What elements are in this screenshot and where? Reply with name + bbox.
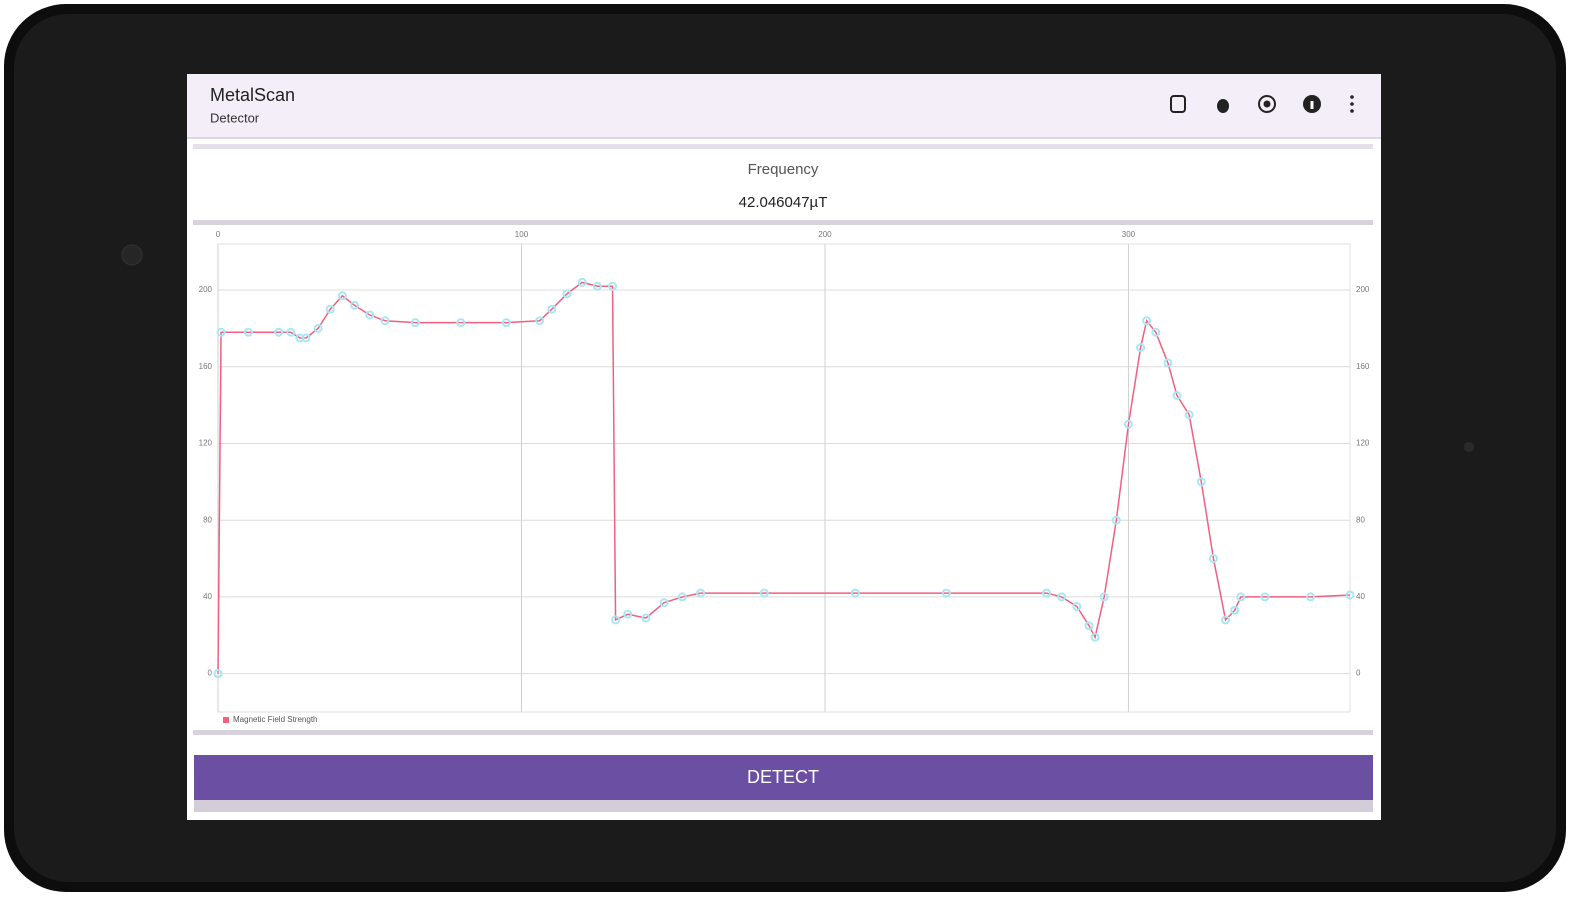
data-point [850,588,860,598]
data-point [677,592,687,602]
data-point [1072,602,1082,612]
data-point [350,300,360,310]
y-tick-label: 120 [199,439,213,448]
series-line [217,281,1351,674]
data-point [1099,592,1109,602]
y2-tick-label: 200 [1356,285,1370,294]
card-edge [193,144,1373,149]
data-point [696,588,706,598]
data-point [592,281,602,291]
data-point [535,316,545,326]
vibrate-icon[interactable] [1170,95,1186,113]
y2-tick-label: 0 [1356,669,1361,678]
app-title: MetalScan [210,85,295,105]
data-point [611,615,621,625]
y2-tick-label: 160 [1356,362,1370,371]
detect-label[interactable]: DETECT [747,767,819,787]
data-point [1057,592,1067,602]
data-point [659,598,669,608]
data-point [213,669,223,679]
data-point [1306,592,1316,602]
data-point [1260,592,1270,602]
info-bar [1310,101,1314,109]
button-shadow [194,800,1373,812]
data-point [274,327,284,337]
chart: 0 0 40 40 80 80 120 120 160 160 200 200 0 100 200 300 Ma… [199,230,1370,724]
data-point [1042,588,1052,598]
y-tick-label: 40 [203,592,212,601]
data-point [1196,477,1206,487]
data-point [501,318,511,328]
data-point [1090,632,1100,642]
data-point [1236,592,1246,602]
data-point [337,291,347,301]
data-point [410,318,420,328]
y2-tick-label: 120 [1356,439,1370,448]
data-point [286,327,296,337]
divider [187,137,1381,139]
menu-dot[interactable] [1350,102,1354,106]
x-tick-label: 300 [1122,230,1136,239]
y-tick-label: 80 [203,515,212,524]
y-tick-label: 200 [199,285,213,294]
data-point [456,318,466,328]
target-dot [1263,100,1271,108]
data-point [1345,590,1355,600]
data-point [365,310,375,320]
target-icon[interactable] [1258,95,1276,113]
data-point [759,588,769,598]
data-point [1230,605,1240,615]
detect-button[interactable] [194,755,1373,800]
data-point [1136,343,1146,353]
data-point [577,277,587,287]
data-point [1084,621,1094,631]
data-point [325,304,335,314]
app-subtitle: Detector [210,110,260,125]
x-tick-label: 100 [515,230,529,239]
data-point [1151,327,1161,337]
reading-label: Frequency [748,161,819,178]
camera [121,244,143,266]
data-point [1208,554,1218,564]
data-point [1111,515,1121,525]
data-point [313,323,323,333]
data-point [380,316,390,326]
x-tick-label: 200 [818,230,832,239]
screen [187,74,1381,820]
data-point [1221,615,1231,625]
x-tick-label: 0 [216,230,221,239]
y-tick-label: 0 [208,669,213,678]
data-point [1163,358,1173,368]
card-edge [193,220,1373,225]
y2-tick-label: 40 [1356,592,1365,601]
legend-swatch [223,717,229,723]
data-point [941,588,951,598]
y2-tick-label: 80 [1356,515,1365,524]
app-bar [187,74,1381,137]
legend-label: Magnetic Field Strength [233,715,318,724]
y-tick-label: 160 [199,362,213,371]
bug-icon[interactable] [1217,99,1229,113]
data-point [608,281,618,291]
data-point [243,327,253,337]
reading-value: 42.046047µT [739,194,828,211]
toolbar-icons[interactable] [1170,95,1354,113]
data-point [623,609,633,619]
sensor [1464,442,1474,452]
data-point [216,327,226,337]
data-point [1172,391,1182,401]
data-point [1123,419,1133,429]
menu-dot[interactable] [1350,109,1354,113]
data-point [1184,410,1194,420]
card-edge [193,730,1373,735]
data-point [641,613,651,623]
data-point [1142,316,1152,326]
data-point [547,304,557,314]
data-point [301,333,311,343]
menu-dot[interactable] [1350,95,1354,99]
data-point [562,289,572,299]
